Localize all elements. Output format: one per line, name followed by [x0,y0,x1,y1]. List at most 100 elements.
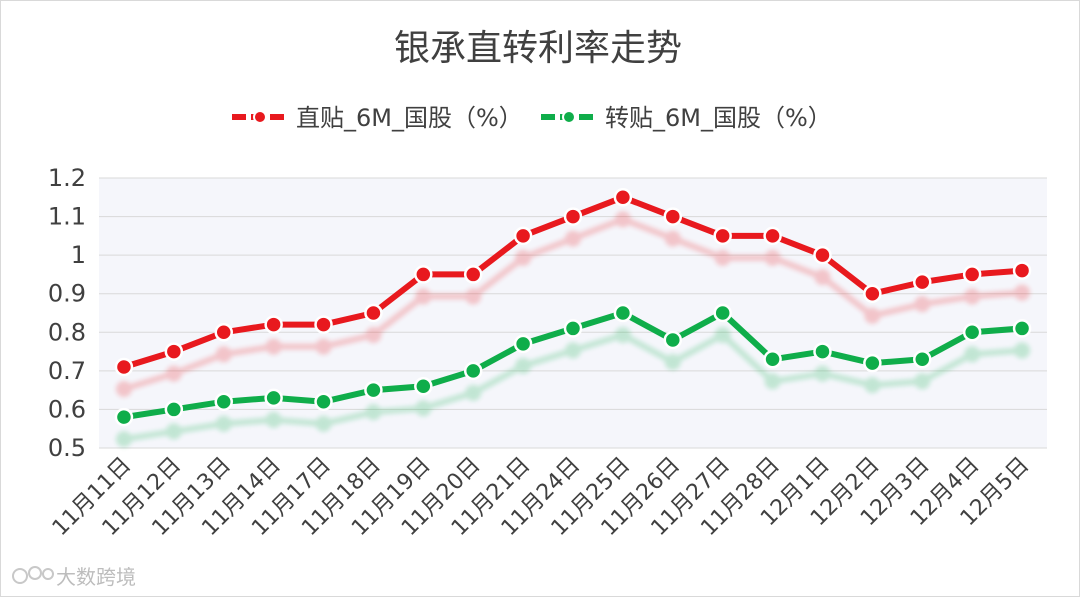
series-shadow-point [115,381,132,397]
series-shadow-point [914,296,931,313]
data-point [563,319,583,338]
y-tick-label: 0.6 [48,395,86,423]
series-shadow-point [814,365,831,382]
series-shadow-point [1014,284,1031,301]
series-shadow-point [265,411,282,428]
legend-marker-direct [253,110,267,124]
series-shadow-point [814,269,831,286]
series-shadow-point [664,354,681,370]
series-shadow-point [714,249,731,266]
grid-lines [99,177,1047,449]
data-point [164,342,184,361]
series-shadow-point [365,404,382,421]
data-point [463,361,483,381]
legend-item-direct: 直贴_6M_国股（%） [232,104,523,132]
series-shadow-point [764,373,781,390]
data-point [962,323,982,342]
data-point [364,380,383,400]
series-shadow-point [1014,342,1031,359]
data-point [314,315,333,334]
data-point [264,315,283,334]
data-point [813,245,832,265]
legend-label-transfer: 转贴_6M_国股（%） [605,104,832,132]
series-shadow-point [964,288,981,305]
series-shadow-point [864,307,881,324]
data-point [414,377,433,396]
legend-label-direct: 直贴_6M_国股（%） [296,104,523,132]
series-shadow-point [465,288,482,305]
y-tick-label: 0.8 [48,318,86,346]
watermark-logo-icon [12,566,54,584]
data-point [164,400,184,419]
data-point [114,357,134,377]
data-point [513,226,533,246]
y-tick-label: 1.2 [48,164,86,192]
data-point [863,284,882,303]
data-point [563,207,583,226]
watermark-text: 大数跨境 [56,565,136,589]
data-point [1012,261,1032,280]
series-shadow-point [265,338,282,355]
data-point [463,265,483,284]
data-point [1012,319,1032,338]
legend-item-transfer: 转贴_6M_国股（%） [541,104,832,132]
data-point [763,226,782,246]
series-1 [114,303,1032,427]
series-shadow-point [764,249,781,266]
series-layer [114,188,1032,448]
y-tick-label: 0.9 [48,280,86,308]
series-shadow-point [465,384,482,401]
data-point [214,323,233,342]
series-shadow-point [565,230,581,247]
series-shadow [115,327,1031,448]
y-tick-label: 0.5 [48,434,86,462]
data-point [713,303,732,323]
data-point [613,303,633,323]
series-shadow [115,211,1031,397]
watermark: 大数跨境 [12,565,136,589]
series-shadow-point [215,415,232,432]
data-point [663,207,683,226]
series-shadow-point [165,423,182,440]
series-shadow-point [415,400,432,417]
series-0 [114,188,1032,377]
data-point [513,334,533,354]
series-shadow-point [664,230,681,247]
y-tick-label: 0.7 [48,357,86,385]
series-shadow-point [415,288,432,305]
series-shadow-point [964,346,981,363]
y-tick-label: 1.1 [48,203,86,231]
data-point [763,350,782,369]
series-shadow-point [315,415,332,432]
series-shadow-point [864,377,881,394]
data-point [114,407,134,427]
data-point [414,265,433,284]
data-point [962,265,982,284]
legend: 直贴_6M_国股（%） 转贴_6M_国股（%） [232,104,832,132]
series-shadow-point [565,342,581,359]
data-point [863,353,882,373]
series-shadow-point [115,431,132,448]
series-shadow-point [315,338,332,355]
data-point [913,272,932,292]
data-point [813,342,832,361]
series-shadow-point [365,327,382,343]
data-point [663,330,683,350]
data-point [214,392,233,411]
x-axis-ticks: 11月11日11月12日11月13日11月14日11月17日11月18日11月1… [48,453,1034,541]
data-point [913,350,932,369]
y-axis-ticks: 0.5 0.6 0.7 0.8 0.9 1 1.1 1.2 [48,164,86,462]
series-shadow-point [515,249,532,266]
series-shadow-point [215,346,232,363]
series-shadow-point [614,327,631,343]
data-point [314,392,333,411]
series-shadow-point [714,327,731,343]
chart-title: 银承直转利率走势 [394,28,682,69]
data-point [364,303,383,323]
data-point [713,226,732,246]
series-shadow-point [614,211,631,228]
data-point [613,188,633,207]
data-point [264,388,283,408]
series-shadow-point [914,373,931,390]
